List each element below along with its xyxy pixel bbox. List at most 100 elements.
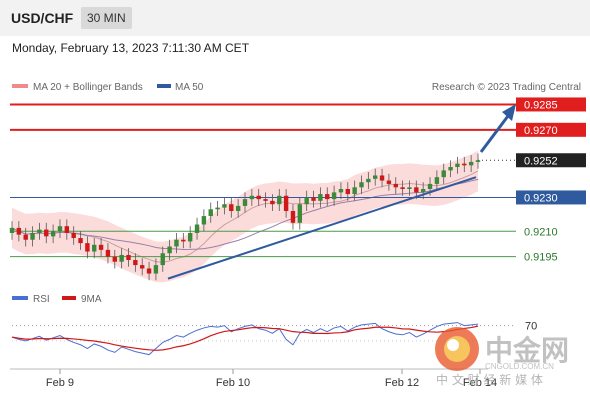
candle-body — [462, 163, 467, 166]
candle-body — [44, 229, 49, 237]
candle-body — [468, 161, 474, 166]
candle-body — [352, 187, 357, 195]
rsi-ma9-line — [11, 325, 479, 351]
candle-body — [475, 160, 481, 162]
candle-body — [311, 197, 316, 201]
candle-body — [9, 227, 15, 233]
candle-body — [434, 177, 440, 184]
level-label: 0.9252 — [524, 155, 558, 167]
level-label: 0.9195 — [524, 252, 558, 264]
candle-body — [283, 195, 289, 211]
candle-body — [427, 183, 433, 189]
candle-body — [448, 167, 453, 171]
candle-body — [359, 182, 364, 188]
rsi-legend-swatch — [12, 296, 28, 300]
candle-body — [140, 265, 145, 269]
bollinger-band — [12, 150, 478, 283]
candle-body — [297, 204, 303, 223]
candle-body — [30, 232, 35, 240]
level-label-bg — [516, 190, 586, 205]
candle-body — [325, 194, 330, 200]
ma20-legend-swatch — [12, 84, 28, 88]
watermark-tagline: 中 文 财 经 新 媒 体 — [436, 372, 543, 387]
candle-body — [50, 231, 56, 237]
candle-body — [23, 234, 28, 240]
candle-body — [455, 163, 460, 168]
candle-body — [201, 216, 207, 225]
candle-body — [331, 192, 337, 200]
candle-body — [78, 238, 83, 244]
candle-body — [304, 197, 309, 205]
candle-body — [270, 200, 275, 205]
candle-body — [373, 175, 378, 179]
timeframe-button[interactable]: 30 MIN — [81, 7, 132, 29]
candle-body — [181, 239, 186, 242]
candle-body — [37, 229, 42, 233]
pair-title: USD/CHF — [11, 10, 74, 26]
candle-body — [85, 243, 90, 252]
candle-body — [420, 189, 426, 193]
ma9-legend-label: 9MA — [81, 294, 102, 305]
candle-body — [160, 253, 165, 266]
candle-body — [98, 244, 104, 250]
level-label: 0.9210 — [524, 226, 558, 238]
candle-body — [249, 195, 255, 200]
candle-body — [71, 232, 76, 239]
candle-body — [400, 187, 405, 189]
level-label: 0.9270 — [524, 125, 558, 137]
watermark-domain: CNGOLD.COM.CN — [485, 362, 554, 371]
candle-body — [194, 224, 200, 233]
candle-body — [119, 254, 124, 262]
x-tick-label: Feb 10 — [216, 377, 250, 389]
ma50-legend-label: MA 50 — [175, 82, 204, 93]
candle-body — [256, 195, 261, 200]
candle-body — [229, 204, 234, 211]
candle-body — [366, 178, 371, 183]
candle-body — [146, 268, 152, 274]
watermark-name: 中金网 — [485, 334, 569, 367]
ma50-line — [11, 178, 479, 251]
candle-body — [215, 207, 220, 210]
candle-body — [153, 265, 159, 274]
candle-body — [393, 183, 398, 188]
candle-body — [92, 244, 97, 252]
candle-body — [57, 226, 63, 232]
candle-body — [16, 227, 22, 235]
projection-arrow — [479, 115, 510, 153]
candle-body — [133, 260, 138, 266]
ma20-legend-label: MA 20 + Bollinger Bands — [33, 82, 143, 93]
candle-body — [407, 187, 412, 189]
candle-body — [414, 187, 419, 193]
level-label: 0.9285 — [524, 99, 558, 111]
candle-body — [235, 205, 241, 211]
trend-line — [167, 176, 477, 280]
x-tick-label: Feb 9 — [46, 377, 74, 389]
candle-body — [263, 199, 268, 201]
level-label-bg — [516, 153, 586, 168]
candle-body — [318, 194, 323, 201]
level-label: 0.9230 — [524, 192, 558, 204]
credit-label: Research © 2023 Trading Central — [432, 82, 581, 93]
candle-body — [105, 249, 111, 257]
candle-body — [208, 209, 213, 217]
watermark: 中金网 CNGOLD.COM.CN 中 文 财 经 新 媒 体 — [435, 327, 569, 387]
candle-body — [386, 180, 392, 184]
timestamp: Monday, February 13, 2023 7:11:30 AM CET — [12, 41, 250, 55]
candle-body — [441, 170, 446, 178]
candle-body — [112, 256, 117, 262]
candle-body — [222, 204, 227, 208]
candle-body — [64, 226, 70, 233]
level-label-bg — [516, 97, 586, 112]
candle-body — [338, 189, 344, 193]
candle-body — [242, 199, 248, 206]
candle-body — [290, 210, 296, 223]
rsi-level-label: 70 — [525, 321, 537, 333]
candle-body — [126, 254, 131, 261]
candle-body — [174, 239, 179, 247]
rsi-legend-label: RSI — [33, 294, 50, 305]
ma9-legend-swatch — [62, 296, 76, 300]
ma50-legend-swatch — [157, 84, 171, 88]
candle-body — [167, 246, 172, 254]
x-tick-label: Feb 14 — [463, 377, 497, 389]
